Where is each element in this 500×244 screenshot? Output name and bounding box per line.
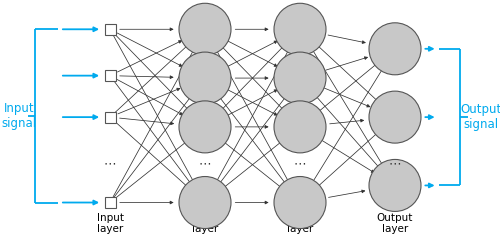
Text: Output
layer: Output layer xyxy=(377,213,413,234)
Ellipse shape xyxy=(369,159,421,212)
Text: Input
signal: Input signal xyxy=(2,102,36,130)
Text: Second
hidden
layer: Second hidden layer xyxy=(281,201,319,234)
Bar xyxy=(104,112,116,123)
Bar xyxy=(104,70,116,81)
Ellipse shape xyxy=(274,101,326,153)
Text: First
hidden
layer: First hidden layer xyxy=(187,201,223,234)
Text: ⋯: ⋯ xyxy=(104,157,116,170)
Ellipse shape xyxy=(369,23,421,75)
Ellipse shape xyxy=(274,176,326,229)
Ellipse shape xyxy=(179,176,231,229)
Ellipse shape xyxy=(274,52,326,104)
Bar xyxy=(104,197,116,208)
Ellipse shape xyxy=(274,3,326,55)
Bar xyxy=(104,24,116,35)
Text: ⋯: ⋯ xyxy=(199,157,211,170)
Text: Output
signal: Output signal xyxy=(460,103,500,131)
Ellipse shape xyxy=(369,91,421,143)
Text: Input
layer: Input layer xyxy=(96,213,124,234)
Ellipse shape xyxy=(179,52,231,104)
Text: ⋯: ⋯ xyxy=(294,157,306,170)
Ellipse shape xyxy=(179,3,231,55)
Ellipse shape xyxy=(179,101,231,153)
Text: ⋯: ⋯ xyxy=(389,157,401,170)
